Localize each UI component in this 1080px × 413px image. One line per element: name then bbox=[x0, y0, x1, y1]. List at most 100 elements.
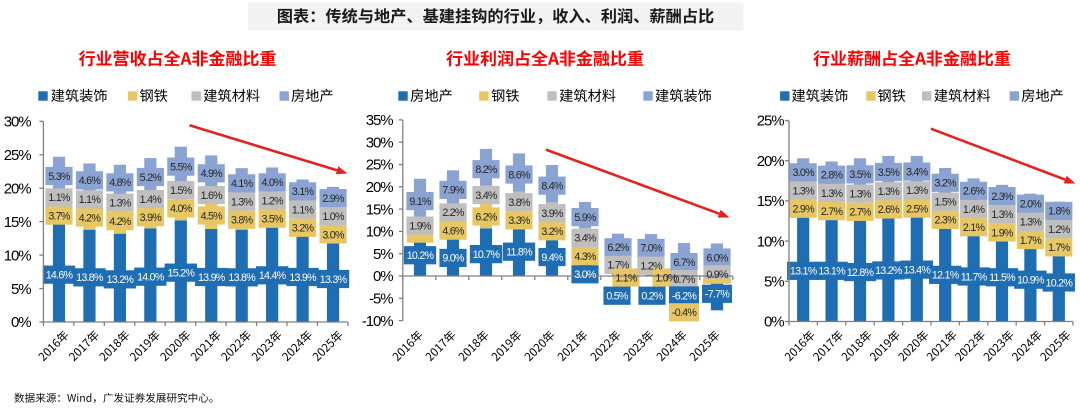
svg-text:2.9%: 2.9% bbox=[793, 204, 816, 216]
svg-text:-6.2%: -6.2% bbox=[672, 290, 697, 302]
svg-text:3.2%: 3.2% bbox=[292, 223, 315, 235]
svg-text:2.6%: 2.6% bbox=[878, 204, 901, 216]
svg-text:-7.7%: -7.7% bbox=[705, 289, 730, 301]
svg-text:0%: 0% bbox=[11, 314, 31, 331]
svg-text:25%: 25% bbox=[757, 113, 784, 130]
svg-text:9.4%: 9.4% bbox=[541, 252, 564, 264]
svg-text:2.8%: 2.8% bbox=[821, 170, 844, 182]
svg-text:13.2%: 13.2% bbox=[107, 274, 135, 286]
svg-text:20%: 20% bbox=[757, 153, 784, 170]
svg-text:20%: 20% bbox=[366, 179, 393, 196]
svg-text:3.5%: 3.5% bbox=[261, 214, 284, 226]
svg-text:3.8%: 3.8% bbox=[231, 215, 254, 227]
svg-text:13.8%: 13.8% bbox=[228, 272, 256, 284]
svg-text:6.7%: 6.7% bbox=[673, 257, 696, 269]
svg-text:2.2%: 2.2% bbox=[442, 207, 465, 219]
svg-text:20%: 20% bbox=[4, 180, 31, 197]
svg-text:8.2%: 8.2% bbox=[475, 164, 498, 176]
svg-text:2.0%: 2.0% bbox=[1020, 199, 1043, 211]
svg-text:6.2%: 6.2% bbox=[475, 211, 498, 223]
svg-text:1.1%: 1.1% bbox=[292, 204, 315, 216]
svg-text:2.9%: 2.9% bbox=[322, 193, 345, 205]
svg-text:1.9%: 1.9% bbox=[991, 227, 1014, 239]
svg-text:1.2%: 1.2% bbox=[1048, 224, 1071, 236]
svg-text:5.5%: 5.5% bbox=[170, 161, 193, 173]
svg-text:3.0%: 3.0% bbox=[574, 269, 597, 281]
svg-text:1.4%: 1.4% bbox=[963, 204, 986, 216]
svg-text:0.2%: 0.2% bbox=[641, 291, 664, 303]
svg-text:1.0%: 1.0% bbox=[655, 272, 678, 284]
svg-text:9.0%: 9.0% bbox=[442, 253, 465, 265]
svg-text:3.4%: 3.4% bbox=[906, 166, 929, 178]
svg-text:2.7%: 2.7% bbox=[849, 207, 872, 219]
svg-text:3.3%: 3.3% bbox=[508, 215, 531, 227]
svg-text:4.3%: 4.3% bbox=[574, 251, 597, 263]
svg-text:11.7%: 11.7% bbox=[961, 271, 988, 283]
svg-text:0.9%: 0.9% bbox=[706, 269, 729, 281]
svg-text:7.9%: 7.9% bbox=[442, 185, 465, 197]
svg-text:5%: 5% bbox=[764, 274, 784, 291]
svg-text:4.6%: 4.6% bbox=[442, 225, 465, 237]
svg-text:1.3%: 1.3% bbox=[793, 185, 816, 197]
svg-text:4.9%: 4.9% bbox=[201, 168, 224, 180]
svg-text:13.9%: 13.9% bbox=[198, 272, 226, 284]
svg-text:1.5%: 1.5% bbox=[170, 185, 193, 197]
svg-text:6.2%: 6.2% bbox=[607, 242, 630, 254]
svg-text:4.2%: 4.2% bbox=[79, 212, 102, 224]
svg-text:4.0%: 4.0% bbox=[170, 203, 193, 215]
svg-text:14.4%: 14.4% bbox=[259, 270, 287, 282]
svg-text:-0.4%: -0.4% bbox=[672, 307, 697, 319]
svg-text:11.8%: 11.8% bbox=[506, 246, 533, 258]
svg-text:1.9%: 1.9% bbox=[409, 220, 432, 232]
svg-text:8.6%: 8.6% bbox=[508, 169, 531, 181]
svg-text:2.3%: 2.3% bbox=[991, 191, 1014, 203]
svg-text:1.0%: 1.0% bbox=[322, 211, 345, 223]
svg-text:10%: 10% bbox=[757, 233, 784, 250]
svg-text:10.2%: 10.2% bbox=[407, 250, 435, 262]
svg-text:3.7%: 3.7% bbox=[48, 210, 71, 222]
svg-text:25%: 25% bbox=[4, 147, 31, 164]
svg-text:1.2%: 1.2% bbox=[261, 195, 284, 207]
svg-text:0%: 0% bbox=[764, 314, 784, 331]
svg-text:15.2%: 15.2% bbox=[168, 267, 196, 279]
svg-text:3.1%: 3.1% bbox=[292, 186, 315, 198]
svg-text:3.2%: 3.2% bbox=[541, 226, 564, 238]
svg-text:5.2%: 5.2% bbox=[140, 172, 163, 184]
svg-text:4.0%: 4.0% bbox=[261, 177, 284, 189]
svg-text:1.7%: 1.7% bbox=[1048, 242, 1071, 254]
svg-text:13.1%: 13.1% bbox=[818, 266, 846, 278]
svg-text:15%: 15% bbox=[757, 193, 784, 210]
svg-text:4.5%: 4.5% bbox=[201, 210, 224, 222]
svg-text:1.6%: 1.6% bbox=[201, 190, 224, 202]
svg-text:9.1%: 9.1% bbox=[409, 196, 432, 208]
svg-text:4.6%: 4.6% bbox=[79, 175, 102, 187]
svg-text:12.1%: 12.1% bbox=[932, 270, 960, 282]
svg-text:15%: 15% bbox=[4, 214, 31, 231]
svg-text:1.3%: 1.3% bbox=[109, 198, 132, 210]
svg-text:13.9%: 13.9% bbox=[289, 272, 317, 284]
svg-text:1.4%: 1.4% bbox=[140, 194, 163, 206]
svg-text:1.5%: 1.5% bbox=[935, 196, 958, 208]
svg-text:5.3%: 5.3% bbox=[48, 171, 71, 183]
svg-text:13.3%: 13.3% bbox=[320, 274, 348, 286]
svg-text:0%: 0% bbox=[373, 268, 393, 285]
svg-text:1.3%: 1.3% bbox=[849, 188, 872, 200]
svg-text:25%: 25% bbox=[366, 157, 393, 174]
svg-text:3.9%: 3.9% bbox=[140, 212, 163, 224]
svg-text:1.3%: 1.3% bbox=[906, 185, 929, 197]
svg-text:10%: 10% bbox=[366, 224, 393, 241]
svg-text:4.2%: 4.2% bbox=[109, 216, 132, 228]
svg-text:1.3%: 1.3% bbox=[1020, 217, 1043, 229]
svg-text:7.0%: 7.0% bbox=[640, 243, 663, 255]
svg-text:0.5%: 0.5% bbox=[606, 291, 629, 303]
svg-text:3.9%: 3.9% bbox=[541, 208, 564, 220]
svg-text:2.1%: 2.1% bbox=[963, 222, 986, 234]
svg-text:15%: 15% bbox=[366, 201, 393, 218]
svg-text:3.4%: 3.4% bbox=[574, 233, 597, 245]
svg-text:3.0%: 3.0% bbox=[793, 167, 816, 179]
svg-text:2.3%: 2.3% bbox=[935, 215, 958, 227]
svg-text:3.8%: 3.8% bbox=[508, 197, 531, 209]
svg-text:2.5%: 2.5% bbox=[906, 203, 929, 215]
svg-text:5%: 5% bbox=[11, 281, 31, 298]
svg-text:3.5%: 3.5% bbox=[849, 169, 872, 181]
